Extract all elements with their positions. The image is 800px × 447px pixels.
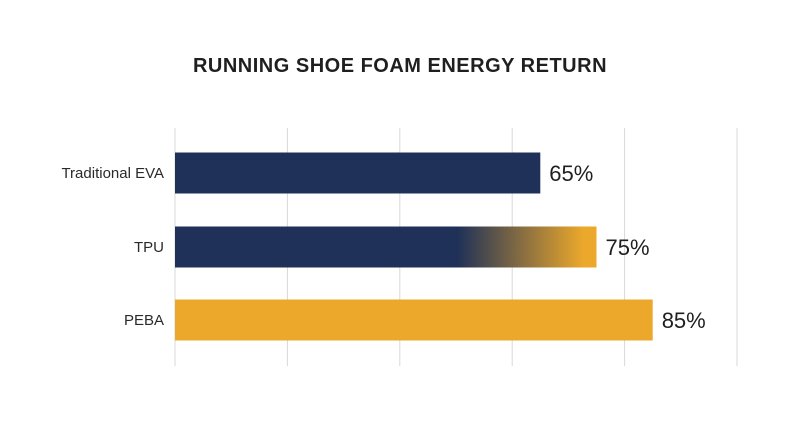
category-label-peba: PEBA (124, 312, 164, 329)
labels: Traditional EVA 65% TPU 75% PEBA 85% (61, 161, 705, 333)
bar-tpu (175, 226, 597, 268)
value-label-peba: 85% (662, 308, 706, 333)
chart-title: RUNNING SHOE FOAM ENERGY RETURN (192, 55, 608, 77)
value-label-traditional-eva: 65% (549, 161, 593, 186)
bar-traditional-eva (175, 152, 541, 194)
bar-peba (175, 299, 653, 341)
category-label-tpu: TPU (134, 239, 164, 256)
category-label-traditional-eva: Traditional EVA (61, 165, 164, 182)
bars (175, 152, 653, 341)
value-label-tpu: 75% (606, 235, 650, 260)
